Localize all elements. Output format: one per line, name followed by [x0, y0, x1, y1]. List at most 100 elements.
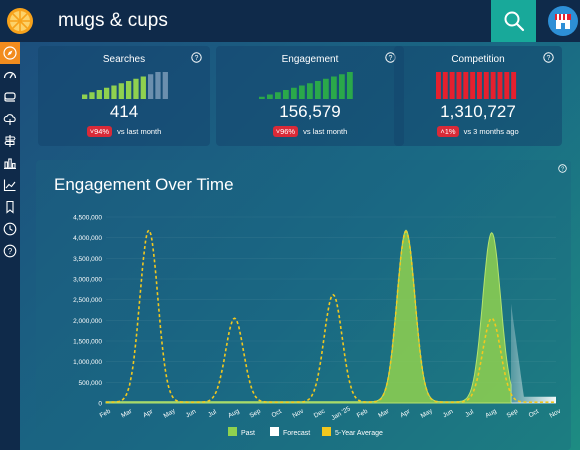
delta-value: 1% — [444, 127, 456, 136]
clock-icon — [3, 222, 17, 236]
comparison-label: vs 3 months ago — [463, 127, 519, 136]
legend-swatch — [270, 427, 279, 436]
trend-bar — [497, 72, 503, 99]
card-value: 1,310,727 — [440, 102, 516, 121]
legend-label: Past — [241, 430, 255, 437]
x-tick-label: Oct — [528, 408, 540, 419]
legend-swatch — [322, 427, 331, 436]
x-tick-label: Feb — [99, 408, 113, 420]
search-input[interactable] — [58, 6, 478, 36]
competition-card: Competition ? 1,310,727 ˄1% vs 3 months a… — [394, 46, 562, 146]
shop-button[interactable] — [548, 6, 578, 36]
trend-bar — [323, 78, 329, 99]
sidebar-item-collections[interactable] — [0, 86, 20, 108]
help-icon[interactable]: ? — [558, 164, 567, 173]
chart-title: Engagement Over Time — [54, 175, 234, 194]
search-button[interactable] — [491, 0, 536, 42]
trend-bar — [511, 72, 517, 99]
app-logo[interactable] — [0, 0, 40, 42]
svg-text:?: ? — [195, 55, 199, 62]
competition-trend-bars — [436, 72, 517, 99]
legend-label: Forecast — [283, 430, 310, 437]
delta-value: 94% — [94, 127, 110, 136]
card-title: Engagement — [281, 54, 339, 65]
help-icon[interactable]: ? — [543, 52, 554, 63]
x-tick-label: Sep — [248, 408, 262, 420]
sidebar-item-saved[interactable] — [0, 196, 20, 218]
svg-text:?: ? — [8, 247, 13, 256]
searches-trend-bars — [82, 72, 168, 99]
comparison-label: vs last month — [303, 127, 348, 136]
cloud-icon — [3, 114, 16, 125]
sidebar-item-help[interactable]: ? — [0, 240, 20, 262]
trend-bar — [267, 94, 273, 99]
x-tick-label: Nov — [548, 407, 562, 419]
compass-icon — [3, 46, 17, 60]
card-delta: ˅96% vs last month — [216, 126, 404, 137]
trend-bar — [442, 72, 448, 99]
trend-bar — [483, 72, 489, 99]
trend-bar — [339, 74, 345, 99]
trend-bar — [259, 96, 265, 99]
x-tick-label: Feb — [356, 408, 370, 420]
y-tick-label: 1,500,000 — [73, 339, 102, 346]
trend-bar — [490, 72, 496, 99]
sidebar-item-reports[interactable] — [0, 174, 20, 196]
bar-chart-icon — [4, 158, 16, 169]
engagement-card: Engagement ? 156,579 ˅96% vs last month — [216, 46, 404, 146]
trend-bar — [307, 83, 313, 99]
help-icon[interactable]: ? — [191, 52, 202, 63]
trend-bar — [126, 81, 132, 99]
x-tick-label: Mar — [120, 407, 134, 419]
y-tick-label: 4,000,000 — [73, 235, 102, 242]
x-tick-label: Jan '25 — [330, 405, 352, 422]
x-tick-label: Jun — [185, 408, 198, 419]
y-tick-label: 500,000 — [79, 380, 103, 387]
orange-logo-icon — [7, 8, 33, 34]
x-tick-label: Aug — [227, 408, 241, 420]
delta-badge: ˅96% — [272, 126, 299, 137]
trend-bar — [449, 72, 455, 99]
trend-bar — [96, 90, 102, 99]
forecast-series-area — [511, 303, 556, 403]
past-series-area — [105, 229, 512, 404]
x-tick-label: Nov — [291, 407, 305, 419]
sidebar-item-dashboard[interactable] — [0, 64, 20, 86]
sidebar-item-upload[interactable] — [0, 108, 20, 130]
sidebar-item-trends[interactable] — [0, 130, 20, 152]
y-tick-label: 3,000,000 — [73, 277, 102, 284]
gauge-icon — [3, 71, 17, 79]
searches-card: Searches ? 414 ˅94% vs last month — [38, 46, 210, 146]
comparison-label: vs last month — [117, 127, 162, 136]
x-tick-label: Oct — [271, 408, 283, 419]
legend-swatch — [228, 427, 237, 436]
sidebar: ? — [0, 42, 20, 450]
sidebar-item-explore[interactable] — [0, 42, 20, 64]
sidebar-item-analytics[interactable] — [0, 152, 20, 174]
trend-bar — [275, 92, 281, 99]
bookmark-icon — [6, 200, 14, 214]
x-tick-label: Sep — [506, 408, 520, 420]
svg-text:?: ? — [561, 167, 564, 173]
delta-value: 96% — [280, 127, 296, 136]
x-tick-label: Apr — [142, 408, 155, 420]
x-tick-label: May — [162, 407, 177, 420]
delta-badge: ˄1% — [437, 126, 459, 137]
card-delta: ˄1% vs 3 months ago — [394, 126, 562, 137]
svg-text:?: ? — [547, 55, 551, 62]
top-bar — [0, 0, 580, 42]
trend-bar — [436, 72, 441, 99]
x-tick-label: Jul — [464, 408, 475, 418]
chevron-down-icon: ˅ — [275, 127, 281, 136]
sidebar-item-history[interactable] — [0, 218, 20, 240]
trend-bar — [82, 94, 88, 99]
trend-bar — [347, 72, 353, 99]
engagement-chart: 0 500,000 1,000,000 1,500,000 2,000,000 2,500… — [73, 215, 563, 438]
engagement-trend-bars — [259, 72, 353, 99]
y-tick-label: 2,000,000 — [73, 318, 102, 325]
y-tick-label: 4,500,000 — [73, 215, 102, 222]
trend-bar — [477, 72, 482, 99]
shop-icon — [555, 14, 571, 29]
card-title: Searches — [102, 54, 146, 65]
y-tick-label: 3,500,000 — [73, 256, 102, 263]
